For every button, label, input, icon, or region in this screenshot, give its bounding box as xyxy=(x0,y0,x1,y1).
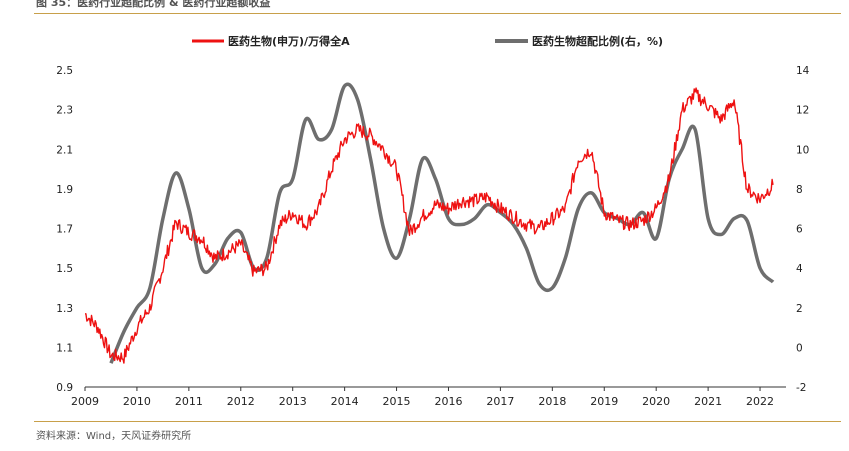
y-left-tick-label: 2.1 xyxy=(56,144,73,156)
x-tick-label: 2013 xyxy=(279,395,307,408)
y-left-tick-label: 1.7 xyxy=(56,224,73,236)
x-tick-label: 2011 xyxy=(175,395,203,408)
x-tick-label: 2018 xyxy=(538,395,566,408)
y-right-tick-label: 0 xyxy=(796,342,803,354)
x-tick-label: 2014 xyxy=(331,395,359,408)
legend-label-series-left: 医药生物(申万)/万得全A xyxy=(228,34,350,48)
y-right-tick-label: 8 xyxy=(796,184,803,196)
y-left-tick-label: 2.3 xyxy=(56,105,73,117)
series-line-relative-index xyxy=(85,87,774,364)
figure-title: 图 35：医药行业超配比例 & 医药行业超额收益 xyxy=(36,0,271,9)
legend: 医药生物(申万)/万得全A 医药生物超配比例(右，%) xyxy=(192,34,663,48)
x-tick-label: 2021 xyxy=(694,395,722,408)
y-left-tick-label: 1.1 xyxy=(56,342,73,354)
y-left-tick-label: 0.9 xyxy=(56,382,73,394)
y-right-tick-label: 14 xyxy=(796,65,810,77)
y-left-tick-label: 1.5 xyxy=(56,263,73,275)
y-right-tick-label: 6 xyxy=(796,224,803,236)
x-tick-label: 2012 xyxy=(227,395,255,408)
y-left-tick-label: 2.5 xyxy=(56,65,73,77)
y-right-tick-label: -2 xyxy=(796,382,806,394)
figure-title-bar: 图 35：医药行业超配比例 & 医药行业超额收益 xyxy=(0,0,849,14)
x-tick-label: 2019 xyxy=(590,395,618,408)
title-rule xyxy=(34,13,841,14)
y-right-tick-label: 10 xyxy=(796,144,809,156)
series-line-overweight-ratio xyxy=(109,82,775,364)
x-tick-label: 2016 xyxy=(434,395,462,408)
y-left-tick-label: 1.3 xyxy=(56,303,73,315)
y-right-tick-label: 12 xyxy=(796,105,809,117)
legend-label-series-right: 医药生物超配比例(右，%) xyxy=(532,34,663,48)
x-tick-label: 2010 xyxy=(123,395,151,408)
source-rule xyxy=(34,421,841,422)
x-tick-label: 2015 xyxy=(383,395,411,408)
series-layer xyxy=(85,82,775,364)
x-tick-label: 2022 xyxy=(746,395,774,408)
y-right-tick-label: 4 xyxy=(796,263,803,275)
x-tick-label: 2017 xyxy=(486,395,514,408)
axes: 2009 2010 2011 2012 2013 2014 2015 2016 2017 2018… xyxy=(56,65,809,408)
x-tick-label: 2009 xyxy=(71,395,99,408)
y-left-tick-label: 1.9 xyxy=(56,184,73,196)
x-tick-label: 2020 xyxy=(642,395,670,408)
source-note: 资料来源：Wind，天风证券研究所 xyxy=(36,431,192,442)
y-right-tick-label: 2 xyxy=(796,303,803,315)
dual-axis-line-chart: 医药生物(申万)/万得全A 医药生物超配比例(右，%) 2009 2010 2011 2… xyxy=(56,34,809,408)
